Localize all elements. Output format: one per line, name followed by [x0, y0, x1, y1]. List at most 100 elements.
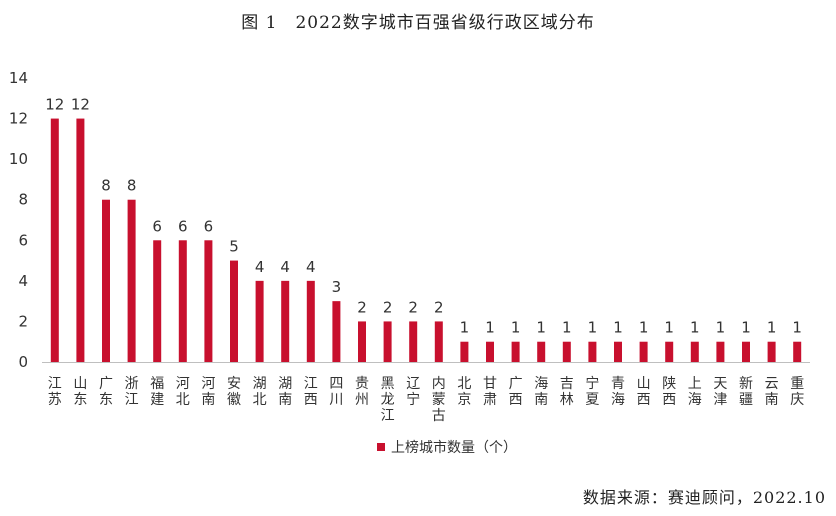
data-label: 1 — [639, 319, 649, 337]
category-label: 北京 — [457, 376, 471, 408]
bar — [204, 240, 213, 362]
category-label: 辽宁 — [406, 376, 420, 408]
category-label: 重庆 — [790, 376, 804, 408]
y-tick-label: 14 — [9, 69, 28, 87]
bar — [102, 199, 110, 362]
category-label: 云南 — [765, 376, 779, 408]
data-label: 1 — [741, 319, 751, 337]
x-axis: 江苏山东广东浙江福建河北河南安徽湖北湖南江西四川贵州黑龙江辽宁内蒙古北京甘肃广西… — [42, 362, 810, 424]
category-label: 安徽 — [227, 376, 241, 408]
category-label: 福建 — [150, 376, 164, 408]
category-label: 青海 — [611, 376, 625, 408]
y-tick-label: 12 — [9, 110, 28, 128]
category-label: 浙江 — [125, 376, 139, 408]
data-label: 4 — [280, 258, 290, 276]
bar — [690, 341, 699, 362]
data-label: 12 — [45, 96, 64, 114]
category-label: 贵州 — [355, 376, 369, 408]
category-label: 湖南 — [278, 376, 292, 408]
category-label: 四川 — [329, 376, 343, 408]
data-label: 6 — [178, 217, 188, 235]
y-tick-label: 2 — [18, 312, 28, 330]
bar — [562, 341, 571, 362]
bar — [281, 280, 290, 362]
category-label: 上海 — [688, 376, 702, 408]
y-axis: 0 2 4 6 8 10 12 14 — [9, 69, 28, 371]
data-label: 1 — [588, 319, 598, 337]
bar — [153, 240, 162, 362]
bar — [665, 341, 674, 362]
data-label: 2 — [357, 298, 367, 316]
bar — [460, 341, 469, 362]
data-label: 1 — [562, 319, 572, 337]
y-tick-label: 0 — [18, 353, 28, 371]
category-label: 内蒙古 — [432, 376, 446, 424]
category-label: 河南 — [201, 376, 215, 408]
category-label: 吉林 — [560, 376, 574, 408]
data-label: 2 — [383, 298, 393, 316]
data-label: 5 — [229, 238, 239, 256]
data-label: 12 — [71, 96, 90, 114]
bar — [716, 341, 725, 362]
category-label: 甘肃 — [483, 376, 497, 408]
data-label: 2 — [434, 298, 444, 316]
bar — [742, 341, 750, 362]
category-label: 陕西 — [662, 376, 676, 408]
bar — [178, 240, 187, 362]
category-label: 广东 — [99, 376, 113, 408]
bar — [614, 341, 622, 362]
y-tick-label: 8 — [18, 191, 28, 209]
y-tick-label: 10 — [9, 150, 28, 168]
legend-label: 上榜城市数量（个） — [391, 439, 517, 456]
bar — [486, 341, 494, 362]
data-label: 4 — [255, 258, 265, 276]
bar — [537, 341, 546, 362]
data-label: 8 — [127, 177, 137, 195]
category-label: 海南 — [534, 376, 548, 408]
category-label: 江苏 — [48, 376, 62, 408]
category-label: 山东 — [73, 376, 87, 408]
data-label: 1 — [767, 319, 777, 337]
category-label: 广西 — [509, 376, 523, 408]
bar — [332, 301, 341, 362]
category-label: 黑龙江 — [381, 376, 395, 424]
category-label: 河北 — [176, 376, 190, 408]
bar — [383, 321, 392, 362]
category-label: 新疆 — [739, 376, 753, 408]
bar — [50, 118, 59, 362]
data-label: 3 — [332, 278, 342, 296]
legend-swatch — [377, 443, 385, 451]
bar — [127, 199, 136, 362]
legend: 上榜城市数量（个） — [377, 439, 517, 456]
data-label: 6 — [152, 217, 162, 235]
category-label: 天津 — [713, 376, 727, 408]
data-label: 1 — [511, 319, 521, 337]
bar — [588, 341, 597, 362]
y-tick-label: 6 — [18, 231, 28, 249]
bar — [639, 341, 648, 362]
data-label: 1 — [792, 319, 802, 337]
bar — [409, 321, 418, 362]
bar — [255, 280, 264, 362]
data-label: 6 — [204, 217, 214, 235]
bar — [511, 341, 520, 362]
bar — [767, 341, 776, 362]
data-label: 1 — [485, 319, 495, 337]
data-label: 1 — [460, 319, 470, 337]
bar — [76, 118, 85, 362]
data-label: 1 — [664, 319, 674, 337]
category-label: 山西 — [637, 376, 651, 408]
bar — [434, 321, 443, 362]
data-label: 1 — [613, 319, 623, 337]
bars: 12 128 86 6 654 4 432 2 2 21 1 1 1 1 1 1 1 1 1 1 1 1 1 — [45, 96, 802, 362]
data-label: 8 — [101, 177, 111, 195]
bar — [358, 321, 366, 362]
bar — [793, 341, 802, 362]
y-tick-label: 4 — [18, 272, 28, 290]
data-label: 1 — [716, 319, 726, 337]
source-note: 数据来源：赛迪顾问，2022.10 — [582, 488, 826, 507]
data-label: 1 — [690, 319, 700, 337]
data-label: 1 — [536, 319, 546, 337]
data-label: 4 — [306, 258, 316, 276]
